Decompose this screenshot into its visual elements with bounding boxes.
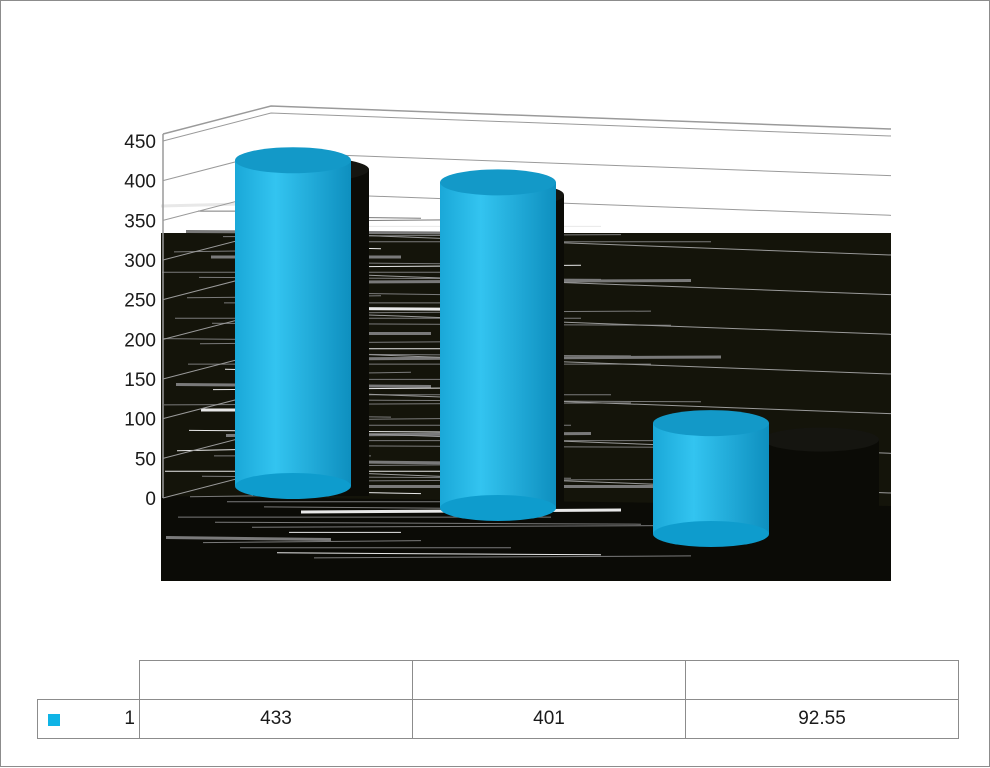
cylinder-base — [653, 521, 769, 547]
back-cylinder-top — [763, 427, 879, 452]
y-tick-label: 300 — [124, 251, 156, 272]
table-value-cell: 401 — [412, 699, 686, 739]
cylinder-bars — [235, 147, 769, 547]
y-axis-tick-labels: 0 50 100 150 200 250 300 350 400 450 — [124, 132, 156, 510]
cylinder-body — [653, 423, 769, 534]
cylinder-top — [653, 410, 769, 437]
table-header-row — [38, 660, 959, 700]
table-value-cell: 92.55 — [685, 699, 959, 739]
cylinder-top — [235, 147, 351, 174]
legend-swatch — [48, 714, 60, 726]
y-tick-label: 350 — [124, 211, 156, 232]
y-tick-label: 100 — [124, 410, 156, 431]
y-tick-label: 400 — [124, 172, 156, 193]
table-header-cell — [139, 660, 413, 700]
series-label: 1 — [124, 708, 135, 729]
table-row: 1 433 401 92.55 — [37, 699, 959, 739]
cylinder-body — [440, 182, 556, 508]
table-corner-cell — [38, 661, 140, 700]
back-cylinder-body — [763, 439, 879, 521]
cylinder-bar — [653, 410, 769, 547]
table-value-cell: 433 — [139, 699, 413, 739]
y-tick-label: 0 — [145, 489, 156, 510]
series-label-cell: 1 — [37, 699, 140, 739]
plot-box-outline — [162, 105, 892, 135]
cylinder-bar — [440, 169, 556, 521]
y-tick-label: 200 — [124, 330, 156, 351]
gridline — [162, 112, 892, 142]
y-tick-label: 250 — [124, 291, 156, 312]
cylinder-bar — [235, 147, 351, 499]
y-tick-label: 50 — [135, 449, 156, 470]
cylinder-base — [235, 473, 351, 499]
data-table: 1 433 401 92.55 — [37, 660, 959, 739]
cylinder-base — [440, 495, 556, 521]
cylinder-top — [440, 169, 556, 196]
y-tick-label: 150 — [124, 370, 156, 391]
cylinder-body — [235, 160, 351, 486]
table-header-cell — [412, 660, 686, 700]
y-tick-label: 450 — [124, 132, 156, 153]
table-header-cell — [685, 660, 959, 700]
